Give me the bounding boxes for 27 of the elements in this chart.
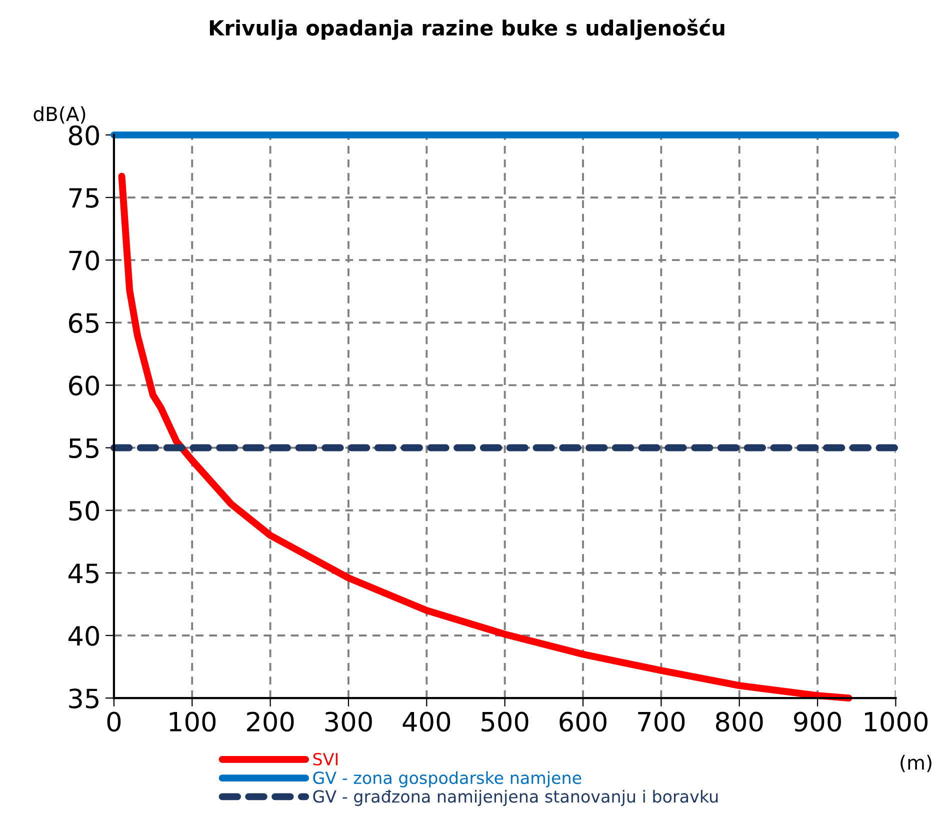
y-tick-label: 50	[69, 500, 99, 521]
y-tick-label: 55	[69, 438, 98, 458]
x-axis-title: (m)	[900, 754, 932, 772]
x-tick-label: 800	[716, 712, 763, 732]
y-tick-label: 35	[69, 688, 98, 708]
chart-title: Krivulja opadanja razine buke s udaljenošću	[210, 18, 724, 40]
x-tick-label: 100	[170, 712, 216, 732]
text: GV - zona gospodarske namjene	[313, 771, 582, 788]
x-tick-label: 1000	[865, 712, 928, 732]
x-tick-label: 600	[560, 712, 606, 732]
text: GV - građzona namijenjena stanovanju i boravku	[313, 790, 718, 806]
x-tick-label: 500	[482, 712, 528, 732]
x-tick-label: 700	[638, 712, 685, 732]
x-tick-label: 300	[325, 712, 372, 732]
y-tick-label: 75	[69, 188, 98, 208]
y-tick-label: 65	[69, 313, 98, 334]
x-tick-label: 0	[107, 712, 121, 732]
x-tick-label: 200	[247, 712, 294, 732]
y-tick-label: 40	[68, 626, 99, 646]
x-tick-label: 400	[402, 712, 450, 732]
y-tick-label: 60	[69, 376, 99, 396]
x-tick-label: 900	[794, 712, 841, 732]
y-axis-title: dB(A)	[34, 106, 86, 124]
y-tick-label: 45	[68, 564, 98, 584]
y-tick-label: 70	[69, 250, 99, 270]
text: SVI	[313, 752, 338, 766]
y-tick-label: 80	[68, 125, 99, 146]
